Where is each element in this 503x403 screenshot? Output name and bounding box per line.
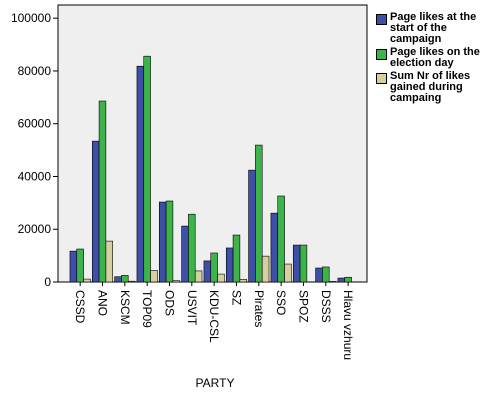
bar — [239, 279, 247, 283]
x-axis-label: PARTY — [196, 376, 235, 390]
bar — [255, 144, 263, 283]
plot-area — [57, 4, 368, 283]
bar — [114, 276, 122, 283]
bar — [337, 277, 346, 283]
x-tick-label: Pirates — [252, 290, 266, 327]
bar — [284, 263, 292, 283]
legend-label: Page likes on the election day — [390, 46, 480, 69]
bar — [121, 275, 129, 283]
y-tick-label: 60000 — [18, 117, 52, 131]
x-tick-label: CSSD — [73, 290, 87, 324]
x-tick-label: KSCM — [118, 290, 132, 325]
bar — [292, 244, 301, 283]
legend-item: Page likes at the start of the campaign — [376, 12, 501, 45]
x-tick-label: KDU-CSL — [207, 290, 221, 343]
x-tick-label: SPOZ — [296, 290, 310, 323]
bar — [172, 280, 180, 283]
y-tick-label: 40000 — [18, 169, 52, 183]
legend-item: Sum Nr of likes gained during campaing — [376, 71, 501, 104]
bar — [344, 276, 352, 283]
x-tick-label: SZ — [229, 290, 243, 305]
legend: Page likes at the start of the campaign P… — [376, 12, 501, 106]
bar — [315, 267, 323, 283]
bar — [98, 100, 107, 283]
bar — [158, 201, 167, 283]
bar — [105, 240, 113, 283]
legend-swatch — [376, 49, 387, 60]
bar — [194, 270, 203, 283]
bar — [328, 281, 337, 283]
bar — [248, 169, 256, 283]
x-tick-label: TOP09 — [140, 290, 154, 328]
bar — [261, 255, 270, 283]
legend-label: Page likes at the start of the campaign — [390, 11, 477, 45]
bar — [217, 273, 225, 283]
y-tick-label: 20000 — [18, 222, 52, 236]
legend-label: Sum Nr of likes gained during campaing — [390, 70, 471, 104]
x-tick-label: ODS — [162, 290, 176, 316]
bar — [322, 266, 330, 283]
bar — [299, 244, 308, 283]
bar — [270, 212, 279, 283]
y-tick-label: 80000 — [18, 64, 52, 78]
bar — [181, 225, 189, 283]
bar — [69, 250, 78, 283]
x-tick-label: DSSS — [319, 290, 333, 323]
bar — [225, 247, 234, 283]
bar — [277, 195, 285, 283]
bar — [188, 213, 196, 283]
bar — [76, 248, 84, 283]
bar — [136, 65, 145, 283]
legend-item: Page likes on the election day — [376, 47, 501, 69]
bar — [232, 234, 241, 283]
bar — [150, 270, 158, 283]
y-tick-label: 0 — [44, 275, 51, 289]
bar — [91, 140, 100, 283]
x-tick-label: ANO — [95, 290, 109, 316]
bar — [165, 200, 174, 283]
bar — [83, 278, 91, 283]
legend-swatch — [376, 73, 387, 84]
bar — [210, 252, 218, 283]
legend-swatch — [376, 14, 387, 25]
x-tick-label: SSO — [274, 290, 288, 315]
bar — [203, 260, 212, 283]
x-tick-label: Hlavu vzhuru — [341, 290, 355, 360]
bar — [127, 280, 136, 283]
y-tick-label: 100000 — [11, 11, 51, 25]
x-tick-label: USVIT — [185, 290, 199, 326]
bar — [143, 55, 151, 283]
